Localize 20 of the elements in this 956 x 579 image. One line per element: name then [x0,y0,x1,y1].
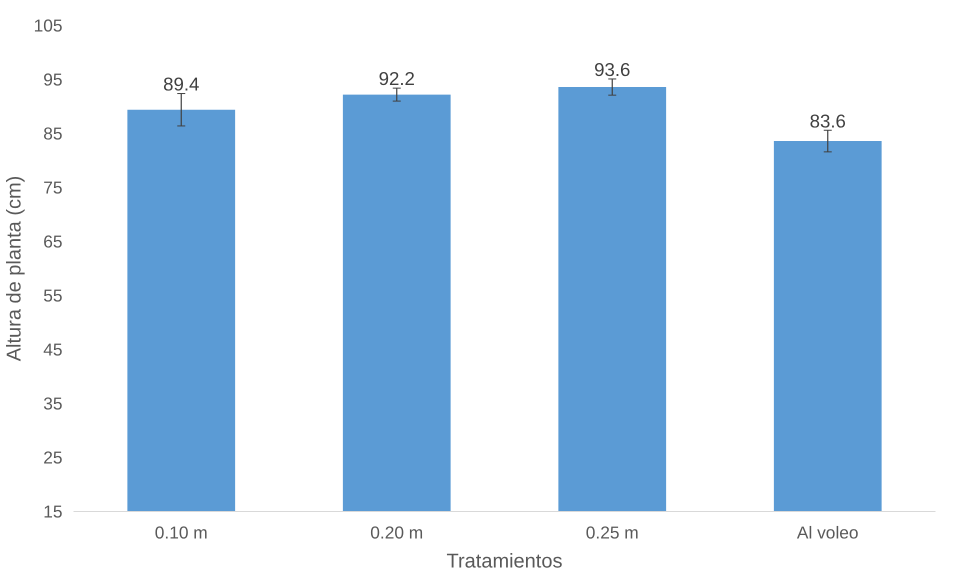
y-tick-label: 35 [43,394,63,414]
x-tick-label: 0.20 m [370,522,424,542]
x-tick-label: Al voleo [796,522,859,542]
y-tick-label: 65 [43,232,63,252]
y-tick-label: 105 [34,16,63,36]
y-tick-label: 85 [43,124,63,144]
y-tick-label: 75 [43,178,63,198]
data-label: 92.2 [378,68,415,90]
x-axis-title: Tratamientos [446,550,562,572]
y-tick-label: 45 [43,340,63,360]
y-axis-title: Altura de planta (cm) [4,176,26,362]
data-label: 83.6 [810,110,846,132]
y-tick-label: 25 [43,448,63,468]
x-tick-label: 0.25 m [586,522,639,542]
x-tick-label: 0.10 m [154,522,208,542]
data-label: 93.6 [594,58,630,80]
y-tick-label: 15 [43,502,63,522]
data-label: 89.4 [163,74,200,95]
y-tick-label: 95 [43,70,63,90]
y-tick-label: 55 [43,286,63,306]
